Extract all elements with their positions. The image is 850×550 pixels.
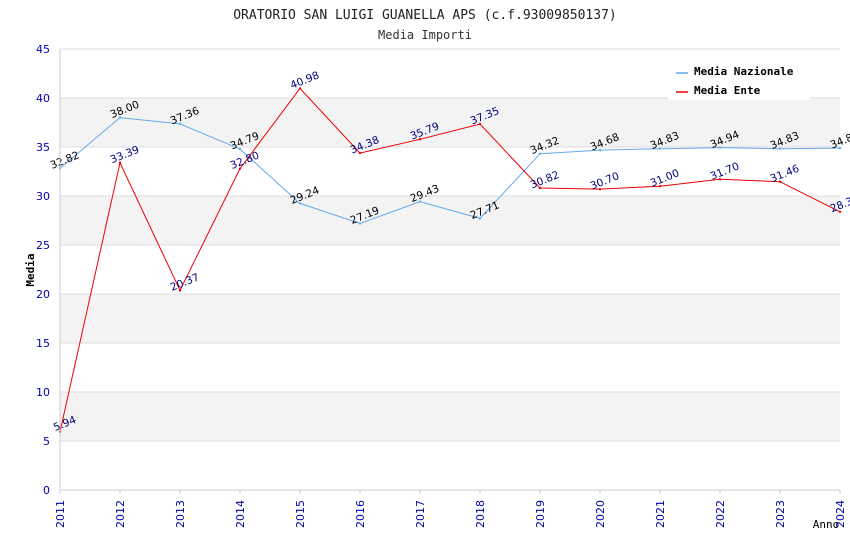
x-axis-label: Anno xyxy=(813,518,840,531)
data-point xyxy=(778,147,782,150)
chart-subtitle: Media Importi xyxy=(378,28,472,42)
x-tick-label: 2015 xyxy=(294,500,307,528)
grid-band xyxy=(60,147,840,196)
data-point xyxy=(718,146,722,149)
data-point xyxy=(778,180,782,183)
x-tick-label: 2019 xyxy=(534,500,547,528)
x-axis-ticks: 2011 2012 2013 2014 2015 2016 2017 2018 2019 2020… xyxy=(54,490,847,528)
axes xyxy=(59,49,840,491)
y-tick-label: 5 xyxy=(43,435,50,448)
data-point xyxy=(178,122,182,126)
data-point xyxy=(298,87,302,90)
x-tick-label: 2018 xyxy=(474,500,487,528)
y-axis-ticks: 0 5 10 15 20 25 30 35 40 45 xyxy=(36,43,50,497)
x-tick-label: 2013 xyxy=(174,500,187,528)
grid-band xyxy=(60,441,840,490)
grid-band xyxy=(60,196,840,245)
y-tick-label: 45 xyxy=(36,43,50,56)
data-point xyxy=(178,289,182,292)
data-point xyxy=(598,148,602,152)
data-point xyxy=(658,147,662,150)
data-point xyxy=(538,186,542,190)
y-axis-label: Media xyxy=(24,253,37,286)
data-point xyxy=(238,147,242,151)
data-point xyxy=(238,167,242,170)
data-point xyxy=(118,116,122,119)
data-point xyxy=(418,200,422,203)
data-point xyxy=(418,138,422,141)
data-point xyxy=(478,122,482,126)
y-tick-label: 0 xyxy=(43,484,50,497)
grid-band xyxy=(60,294,840,343)
x-tick-label: 2020 xyxy=(594,500,607,528)
x-tick-label: 2021 xyxy=(654,500,667,528)
data-point xyxy=(298,202,302,205)
y-tick-label: 35 xyxy=(36,141,50,154)
chart-title: ORATORIO SAN LUIGI GUANELLA APS (c.f.930… xyxy=(233,8,617,23)
y-tick-label: 20 xyxy=(36,288,50,301)
series-lines xyxy=(58,87,842,433)
x-tick-label: 2024 xyxy=(834,500,847,528)
y-tick-label: 25 xyxy=(36,239,50,252)
data-point xyxy=(718,178,722,181)
series-line-ente xyxy=(59,87,841,432)
data-point xyxy=(358,151,362,155)
x-tick-label: 2016 xyxy=(354,500,367,528)
grid-band xyxy=(60,343,840,392)
grid-lines xyxy=(60,48,840,491)
legend-box xyxy=(668,60,810,100)
x-tick-label: 2017 xyxy=(414,500,427,528)
x-tick-label: 2011 xyxy=(54,500,67,528)
data-point xyxy=(538,152,542,155)
legend-label-ente: Media Ente xyxy=(694,84,761,97)
y-tick-label: 30 xyxy=(36,190,50,203)
data-point xyxy=(658,185,662,188)
y-tick-label: 10 xyxy=(36,386,50,399)
data-point xyxy=(838,210,842,213)
data-point xyxy=(838,146,842,150)
legend: Media Nazionale Media Ente xyxy=(668,60,810,100)
series-line-nazionale xyxy=(59,117,841,225)
data-point xyxy=(358,222,362,225)
grid-band xyxy=(60,392,840,441)
legend-label-nazionale: Media Nazionale xyxy=(694,65,794,78)
y-tick-label: 40 xyxy=(36,92,50,105)
x-tick-label: 2022 xyxy=(714,500,727,528)
data-point xyxy=(118,161,122,164)
data-point xyxy=(598,187,602,191)
data-point xyxy=(478,217,482,220)
x-tick-label: 2023 xyxy=(774,500,787,528)
grid-band xyxy=(60,98,840,147)
x-tick-label: 2012 xyxy=(114,500,127,528)
x-tick-label: 2014 xyxy=(234,500,247,528)
y-tick-label: 15 xyxy=(36,337,50,350)
